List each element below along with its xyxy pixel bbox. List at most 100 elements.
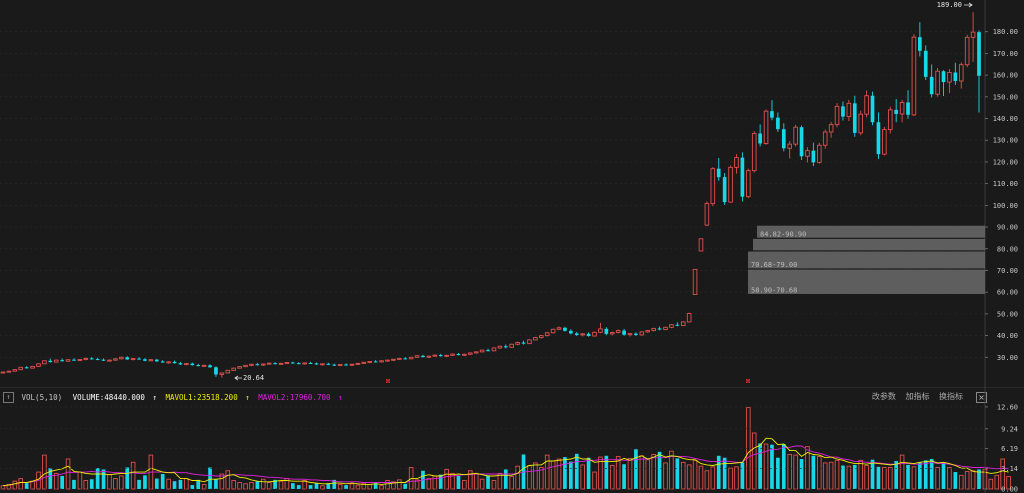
candle-body bbox=[296, 363, 301, 365]
volume-bar bbox=[852, 464, 857, 489]
candle-body bbox=[805, 150, 810, 157]
volume-bar bbox=[556, 458, 562, 490]
candle-body bbox=[929, 76, 934, 95]
volume-bar bbox=[918, 462, 922, 489]
marker: ⊠ bbox=[385, 378, 390, 385]
volume-bar bbox=[740, 462, 745, 489]
candle-body bbox=[935, 70, 940, 95]
candle-body bbox=[663, 326, 668, 330]
candle-body bbox=[841, 106, 845, 117]
y-tick-label: 170.00 bbox=[993, 50, 1018, 58]
candle-body bbox=[101, 359, 106, 361]
candle-body bbox=[941, 71, 946, 83]
volume-bar bbox=[119, 475, 124, 490]
candle-body bbox=[72, 359, 76, 361]
volume-bar bbox=[533, 462, 538, 490]
volume-header: ↑ VOL(5,10) VOLUME:48440.000 ↑ MAVOL1:23… bbox=[0, 390, 985, 403]
candle-body bbox=[598, 328, 603, 333]
volume-chart[interactable]: 12.60 9.24 6.19 3.14 0.00 bbox=[0, 388, 1024, 493]
volume-bar bbox=[214, 479, 218, 489]
volume-bar bbox=[887, 467, 893, 490]
candle-body bbox=[214, 367, 218, 375]
candle-body bbox=[30, 365, 35, 369]
mavol1-line bbox=[2, 437, 1009, 487]
close-icon[interactable]: × bbox=[976, 392, 987, 403]
volume-bar bbox=[527, 465, 532, 490]
volume-bar bbox=[1006, 476, 1011, 490]
volume-bar bbox=[0, 485, 6, 490]
candle-body bbox=[538, 335, 544, 338]
switch-indicator-button[interactable]: 换指标 bbox=[939, 392, 963, 401]
candle-body bbox=[970, 31, 976, 38]
candle-body bbox=[260, 363, 266, 366]
expand-icon[interactable]: ↑ bbox=[3, 391, 14, 403]
candle-body bbox=[379, 360, 384, 363]
volume-bar bbox=[6, 483, 12, 490]
candle-body bbox=[828, 124, 834, 133]
candle-body bbox=[544, 332, 550, 337]
candle-body bbox=[533, 337, 538, 341]
y-tick-label: 0.00 bbox=[1001, 486, 1018, 493]
volume-bar bbox=[456, 475, 461, 489]
candle-body bbox=[355, 362, 361, 365]
candle-body bbox=[160, 361, 165, 363]
volume-bars bbox=[0, 407, 1011, 490]
volume-bar bbox=[822, 462, 828, 490]
candle-body bbox=[178, 363, 183, 365]
y-tick-label: 3.14 bbox=[1001, 465, 1018, 473]
volume-bar bbox=[278, 480, 284, 490]
candle-body bbox=[60, 360, 64, 362]
candle-body bbox=[680, 321, 686, 327]
volume-bar bbox=[911, 466, 917, 490]
volume-bar bbox=[580, 464, 585, 490]
candle-body bbox=[332, 364, 337, 366]
up-arrow-icon: ↑ bbox=[245, 392, 250, 402]
candle-body bbox=[686, 312, 692, 323]
volume-bar bbox=[609, 465, 615, 490]
candle-body bbox=[704, 203, 710, 226]
candle-body bbox=[18, 366, 24, 371]
candle-body bbox=[509, 343, 514, 348]
volume-bar bbox=[291, 483, 295, 489]
y-tick-label: 180.00 bbox=[993, 28, 1018, 36]
volume-bar bbox=[947, 467, 952, 490]
volume-bar bbox=[326, 483, 331, 489]
candle-body bbox=[237, 366, 242, 369]
y-tick-label: 12.60 bbox=[997, 403, 1018, 411]
candle-body bbox=[521, 342, 526, 344]
gap-zone bbox=[748, 269, 985, 294]
volume-bar bbox=[870, 459, 875, 489]
volume-bar bbox=[137, 479, 141, 489]
candle-body bbox=[751, 133, 757, 172]
candle-body bbox=[48, 360, 53, 363]
volume-bar bbox=[675, 458, 680, 489]
volume-bar bbox=[260, 478, 266, 490]
candle-body bbox=[137, 358, 141, 360]
volume-bar bbox=[882, 467, 887, 490]
candle-body bbox=[799, 127, 804, 157]
volume-bar bbox=[592, 471, 597, 490]
candle-body bbox=[817, 144, 822, 163]
candle-body bbox=[426, 355, 432, 358]
volume-bar bbox=[130, 461, 136, 490]
add-indicator-button[interactable]: 加指标 bbox=[905, 392, 930, 401]
volume-bar bbox=[964, 470, 970, 490]
volume-bar bbox=[651, 454, 656, 490]
candle-body bbox=[911, 36, 917, 116]
candle-body bbox=[811, 150, 816, 163]
edit-params-button[interactable]: 改参数 bbox=[871, 392, 896, 401]
candle-body bbox=[113, 358, 118, 361]
volume-bar bbox=[414, 479, 420, 490]
volume-bar bbox=[486, 475, 490, 489]
candle-body bbox=[906, 102, 910, 115]
y-tick-label: 100.00 bbox=[993, 202, 1018, 210]
candle-body bbox=[36, 363, 41, 367]
price-chart[interactable]: 84.82-90.90 70.68-79.00 58.90-70.68 30.00 4… bbox=[0, 0, 1024, 388]
volume-bar bbox=[77, 471, 83, 490]
candle-body bbox=[308, 362, 313, 364]
volume-bar bbox=[586, 457, 591, 489]
volume-bar bbox=[686, 464, 692, 490]
candle-body bbox=[622, 330, 626, 335]
volume-bar bbox=[899, 454, 905, 490]
volume-bar bbox=[509, 476, 514, 490]
